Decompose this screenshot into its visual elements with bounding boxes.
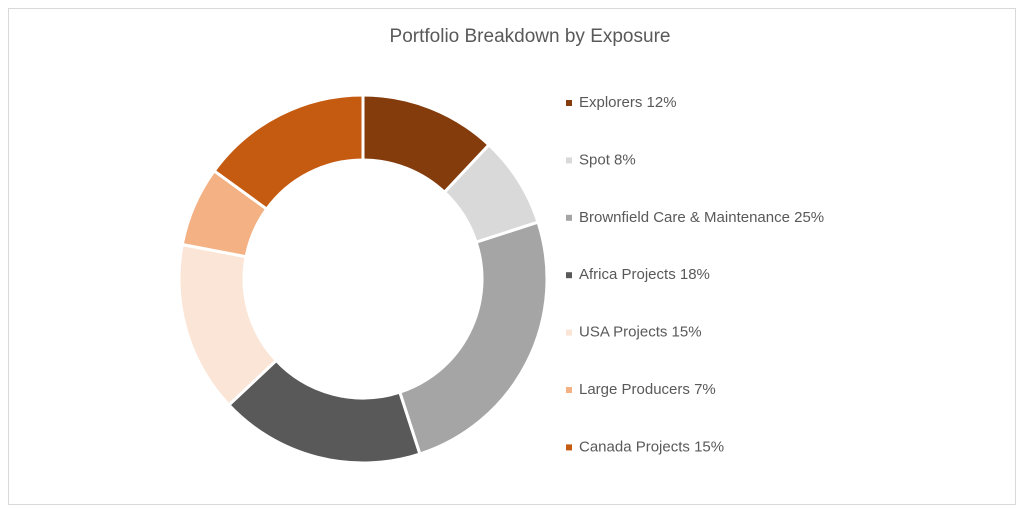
legend-swatch	[566, 157, 572, 164]
donut-slice	[397, 220, 549, 456]
legend-label: Africa Projects 18%	[579, 266, 710, 283]
legend-swatch	[566, 387, 572, 393]
legend-swatch	[566, 214, 572, 221]
legend-swatch	[566, 444, 572, 451]
legend-label: USA Projects 15%	[579, 324, 702, 341]
legend-label: Explorers 12%	[579, 94, 677, 111]
legend-label: Large Producers 7%	[579, 381, 716, 398]
legend-label: Brownfield Care & Maintenance 25%	[579, 209, 824, 226]
donut-slice	[212, 93, 365, 212]
legend-label: Spot 8%	[579, 151, 636, 168]
legend-label: Canada Projects 15%	[579, 438, 724, 455]
legend-swatch	[566, 272, 572, 279]
legend-swatch	[566, 100, 572, 106]
chart-title: Portfolio Breakdown by Exposure	[390, 26, 671, 47]
legend-swatch	[566, 329, 572, 336]
